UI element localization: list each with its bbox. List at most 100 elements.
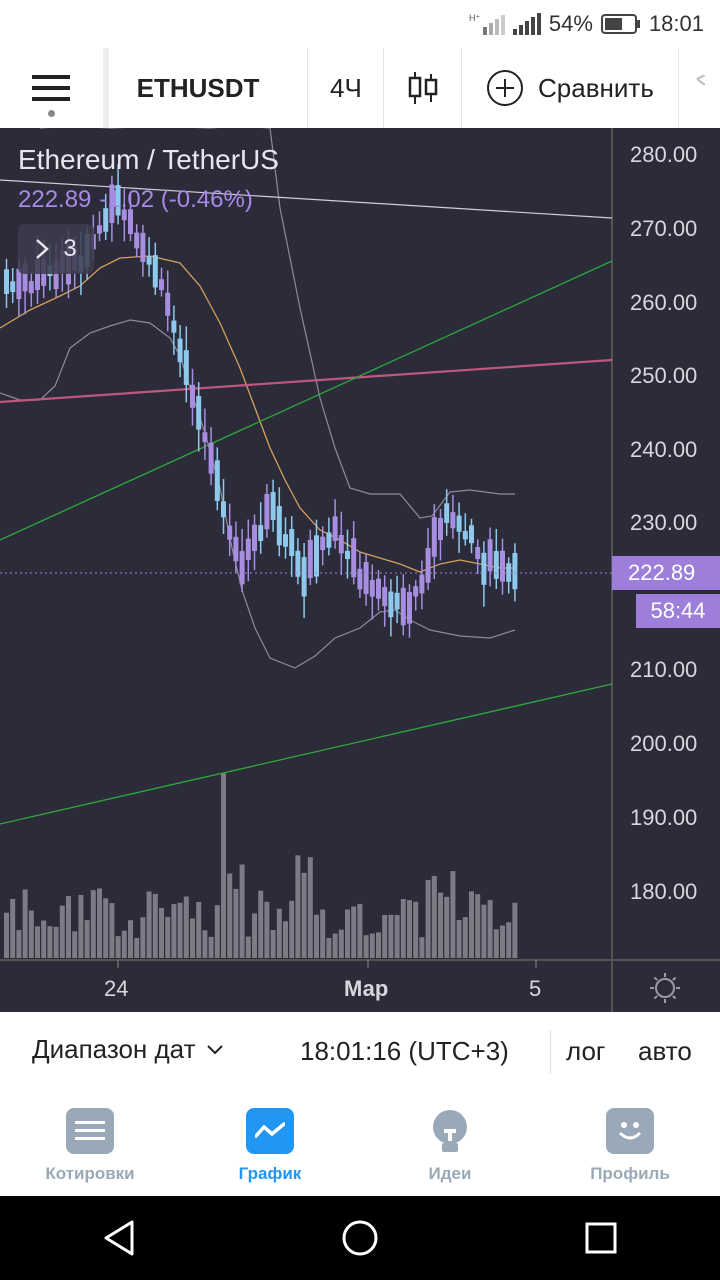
candle-body	[289, 529, 295, 556]
candle-body	[171, 320, 177, 333]
candle-body	[283, 534, 288, 547]
volume-bar	[128, 920, 133, 958]
more-tools-button[interactable]	[679, 48, 720, 128]
candle-body	[190, 384, 195, 408]
symbol-legend: Ethereum / TetherUS 222.89 -1.02 (-0.46%…	[18, 144, 279, 214]
price-tick: 200.00	[630, 731, 698, 756]
candle-body	[506, 563, 512, 582]
volume-bar	[506, 922, 512, 958]
volume-bar	[425, 880, 431, 958]
candlestick-icon	[408, 72, 438, 104]
candle-body	[109, 184, 115, 224]
nav-chart[interactable]: График	[180, 1092, 360, 1196]
symbol-selector[interactable]: ETHUSDT	[109, 48, 309, 128]
volume-bar	[72, 931, 78, 958]
gear-icon[interactable]	[650, 973, 680, 1003]
candle-body	[320, 536, 326, 551]
volume-bar	[221, 773, 226, 958]
trendline-pink	[0, 358, 613, 404]
volume-bar	[115, 936, 121, 958]
auto-scale-toggle[interactable]: авто	[638, 1036, 692, 1066]
volume-bar	[388, 914, 394, 958]
volume-bar	[183, 896, 189, 958]
add-circle-icon	[487, 70, 524, 106]
volume-bar	[438, 892, 443, 958]
candle-body	[177, 338, 183, 363]
moving-average	[0, 255, 515, 573]
nav-profile[interactable]: Профиль	[540, 1092, 720, 1196]
divider	[550, 1030, 551, 1074]
volume-bar	[146, 891, 152, 958]
volume-bar	[22, 889, 28, 958]
volume-bar	[469, 891, 474, 958]
interval-label: 4Ч	[330, 72, 362, 103]
volume-bar	[400, 898, 406, 958]
nav-profile-label: Профиль	[590, 1164, 670, 1183]
menu-button[interactable]	[0, 48, 109, 128]
volume-bar	[121, 930, 127, 958]
volume-bar	[140, 917, 146, 958]
volume-bar	[134, 937, 140, 958]
chart-type-button[interactable]	[384, 48, 463, 128]
candle-body	[351, 538, 357, 578]
candle-body	[469, 525, 474, 544]
chart-area[interactable]: 280.00 270.00 260.00 250.00 240.00 230.0…	[0, 128, 720, 1012]
clock-time: 18:01	[648, 11, 704, 36]
interval-selector[interactable]: 4Ч	[308, 48, 385, 128]
price-axis[interactable]: 280.00 270.00 260.00 250.00 240.00 230.0…	[612, 128, 720, 960]
volume-bar	[35, 926, 40, 958]
notification-dot	[48, 110, 55, 117]
legend-title: Ethereum / TetherUS	[18, 144, 279, 175]
volume-bar	[152, 893, 158, 958]
nav-ideas-label: Идеи	[428, 1164, 472, 1183]
volume-bar	[66, 896, 71, 958]
price-chart[interactable]	[0, 128, 720, 1012]
volume-bar	[59, 905, 65, 958]
volume-bar	[332, 933, 338, 958]
signal-icon	[512, 13, 541, 35]
price-tick: 230.00	[630, 510, 698, 535]
price-tick: 190.00	[630, 805, 698, 830]
candle-body	[500, 550, 505, 582]
volume-bar	[493, 929, 499, 958]
volume-bar	[481, 904, 487, 958]
nav-ideas[interactable]: Идеи	[360, 1092, 540, 1196]
candle-body	[28, 281, 34, 294]
volume-bar	[444, 896, 450, 958]
candle-body	[270, 492, 276, 521]
date-range-button[interactable]: Диапазон дат	[32, 1034, 224, 1065]
nav-quotes-label: Котировки	[45, 1164, 135, 1183]
volume-bar	[165, 916, 171, 958]
timezone-clock[interactable]: 18:01:16 (UTC+3)	[300, 1036, 509, 1066]
candle-body	[357, 568, 363, 590]
compare-button[interactable]: Сравнить	[462, 48, 679, 128]
trendline-green-lower	[0, 683, 613, 825]
candle-body	[400, 587, 406, 626]
volume-bar	[78, 894, 84, 958]
indicators-toggle[interactable]: 3	[18, 224, 94, 274]
volume-bar	[382, 914, 388, 958]
volume-bar	[407, 900, 412, 958]
log-scale-toggle[interactable]: лог	[566, 1036, 606, 1066]
home-icon[interactable]	[341, 1219, 379, 1257]
candle-body	[196, 396, 202, 430]
candle-body	[369, 579, 375, 597]
volume-bar	[512, 902, 518, 958]
indicators-count: 3	[63, 235, 77, 262]
volume-bar	[320, 909, 326, 958]
back-icon[interactable]	[102, 1220, 136, 1256]
recents-icon[interactable]	[584, 1221, 618, 1255]
candle-body	[264, 493, 270, 530]
price-tick: 250.00	[630, 363, 698, 388]
volume-bar	[177, 902, 183, 958]
signal-hd-icon: H⁺	[469, 13, 505, 35]
volume-layer	[4, 773, 518, 958]
bollinger-lower	[0, 319, 516, 669]
candle-body	[382, 586, 388, 607]
trendline-grey	[0, 179, 613, 219]
chart-icon	[246, 1108, 294, 1154]
nav-quotes[interactable]: Котировки	[0, 1092, 180, 1196]
candle-body	[258, 525, 264, 541]
candle-body	[326, 532, 332, 548]
candle-body	[128, 209, 133, 234]
